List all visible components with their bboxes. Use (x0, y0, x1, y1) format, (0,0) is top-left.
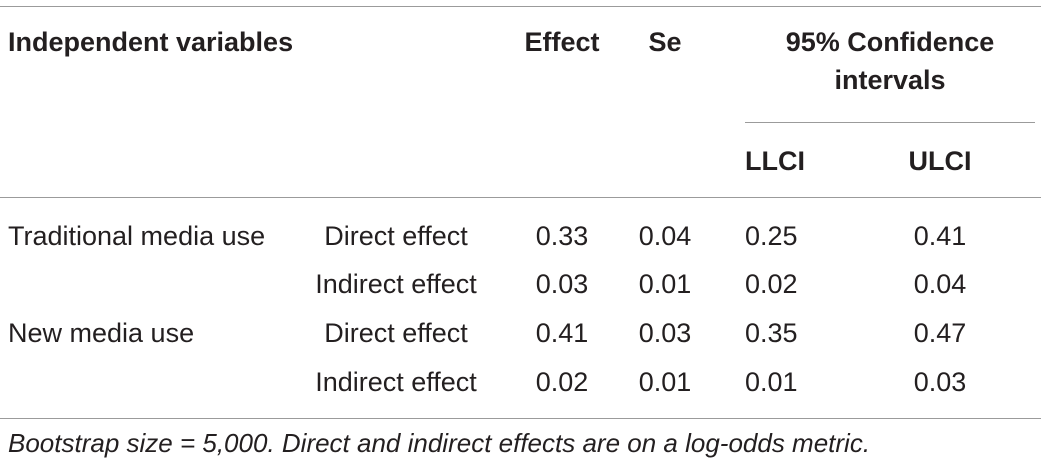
table-row-2-ulci: 0.04 (913, 269, 967, 299)
table-row-4-type: Indirect effect (315, 367, 477, 397)
header-bottom-rule (0, 197, 1041, 198)
table-row-4-effect: 0.02 (535, 367, 589, 397)
table-row-3-llci: 0.35 (745, 318, 798, 348)
table-row-1-effect: 0.33 (535, 221, 589, 251)
header-ci-line1: 95% Confidence (785, 27, 995, 57)
table-row-1-ulci: 0.41 (913, 221, 967, 251)
table-row-3-effect: 0.41 (535, 318, 589, 348)
table-row-4-ulci: 0.03 (913, 367, 967, 397)
table-row-1-llci: 0.25 (745, 221, 798, 251)
table-row-3-se: 0.03 (638, 318, 692, 348)
table-row-3-variable: New media use (8, 318, 195, 348)
header-llci: LLCI (745, 146, 805, 176)
table-row-3-ulci: 0.47 (913, 318, 967, 348)
table-row-2-type: Indirect effect (315, 269, 477, 299)
table-row-4-llci: 0.01 (745, 367, 798, 397)
table-row-2-effect: 0.03 (535, 269, 589, 299)
ci-subheader-rule (745, 122, 1035, 123)
table-footnote: Bootstrap size = 5,000. Direct and indir… (8, 428, 871, 458)
table-row-1-type: Direct effect (324, 221, 468, 251)
table-row-3-type: Direct effect (324, 318, 468, 348)
table-row-2-se: 0.01 (638, 269, 692, 299)
header-ulci: ULCI (908, 146, 972, 176)
top-rule (0, 6, 1041, 7)
header-se: Se (648, 27, 682, 57)
header-independent-variables: Independent variables (8, 27, 294, 57)
header-effect: Effect (524, 27, 600, 57)
table-row-2-llci: 0.02 (745, 269, 798, 299)
table-row-1-variable: Traditional media use (8, 221, 266, 251)
table-bottom-rule (0, 418, 1041, 419)
header-ci-line2: intervals (834, 65, 946, 95)
table-row-4-se: 0.01 (638, 367, 692, 397)
table-row-1-se: 0.04 (638, 221, 692, 251)
